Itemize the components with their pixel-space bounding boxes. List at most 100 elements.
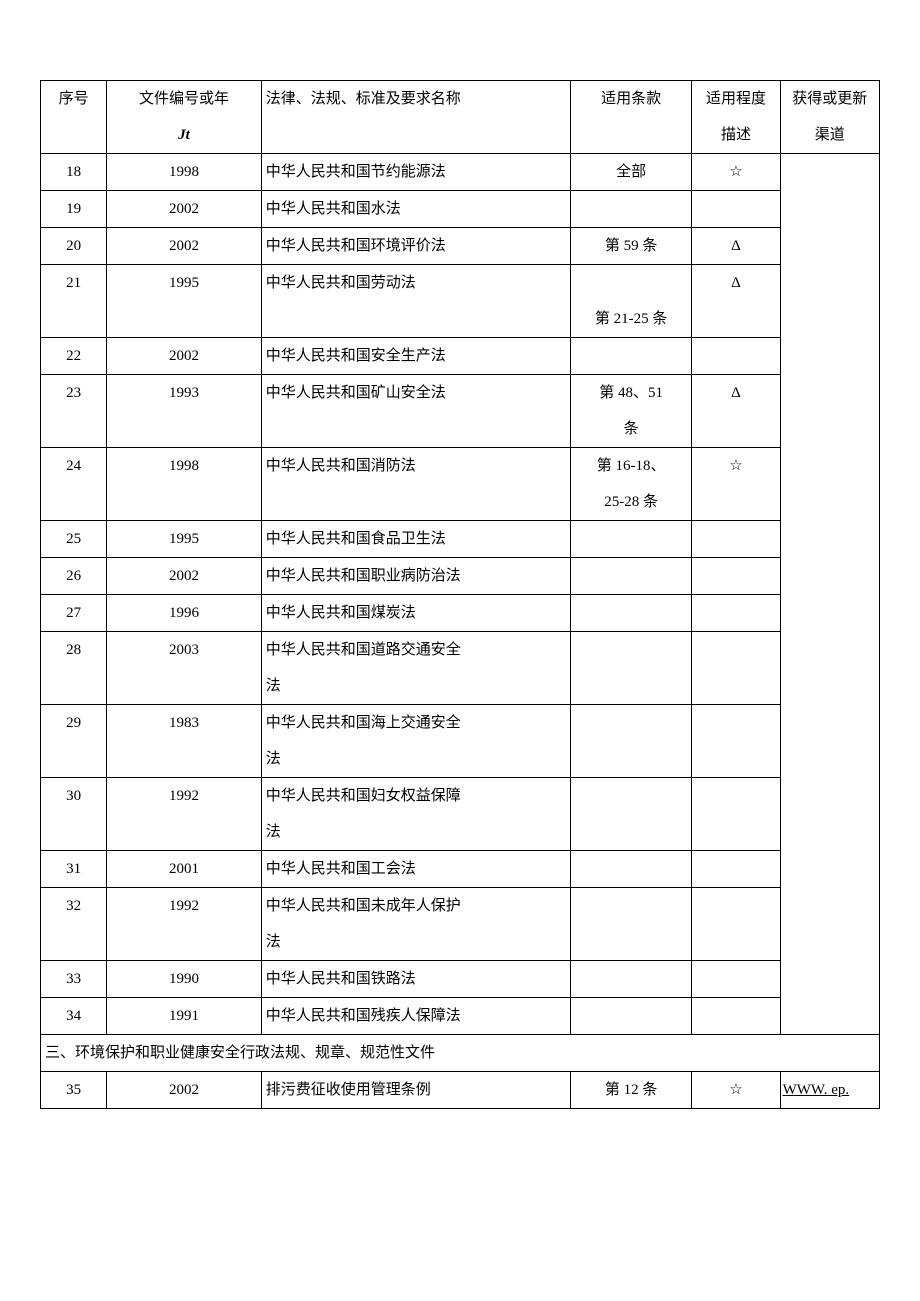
cell-year: 2001 [107,851,261,887]
cell-seq: 35 [41,1072,106,1108]
cell-year: 1996 [107,595,261,631]
cell-name: 中华人民共和国矿山安全法 [262,375,570,411]
cell-clause: 25-28 条 [571,484,691,520]
cell-year: 1990 [107,961,261,997]
table-row: 312001中华人民共和国工会法 [41,851,880,888]
table-row: 211995中华人民共和国劳动法 第 21-25 条Δ [41,265,880,338]
cell-year: 1983 [107,705,261,741]
cell-year: 1993 [107,375,261,411]
hdr-deg-1: 适用程度 [692,81,779,117]
hdr-deg-2: 描述 [692,117,779,153]
cell-degree: Δ [692,228,779,264]
laws-table: 序号 文件编号或年 Jt 法律、法规、标准及要求名称 适用条款 适用程度 描述 … [40,80,880,1109]
cell-seq: 33 [41,961,106,997]
cell-seq: 25 [41,521,106,557]
cell-seq: 27 [41,595,106,631]
cell-name: 中华人民共和国未成年人保护 [262,888,570,924]
cell-clause: 第 12 条 [571,1072,691,1108]
hdr-src-1: 获得或更新 [781,81,879,117]
cell-year: 2002 [107,1072,261,1108]
cell-name: 中华人民共和国妇女权益保障 [262,778,570,814]
hdr-year-2: Jt [107,117,261,153]
cell-name: 中华人民共和国道路交通安全 [262,632,570,668]
cell-clause: 第 48、51 [571,375,691,411]
cell-seq: 29 [41,705,106,741]
cell-name: 法 [262,924,570,960]
table-row: 222002中华人民共和国安全生产法 [41,338,880,375]
table-row: 192002中华人民共和国水法 [41,191,880,228]
cell-year: 1998 [107,154,261,190]
cell-clause: 第 59 条 [571,228,691,264]
cell-clause: 第 21-25 条 [571,301,691,337]
cell-name: 中华人民共和国节约能源法 [262,154,570,190]
cell-seq: 18 [41,154,106,190]
hdr-name: 法律、法规、标准及要求名称 [262,81,570,117]
cell-clause [571,265,691,301]
cell-degree: ☆ [692,154,779,190]
cell-year: 1992 [107,888,261,924]
table-row: 262002中华人民共和国职业病防治法 [41,558,880,595]
hdr-src-2: 渠道 [781,117,879,153]
cell-seq: 32 [41,888,106,924]
table-row: 341991中华人民共和国残疾人保障法 [41,998,880,1035]
cell-name: 中华人民共和国食品卫生法 [262,521,570,557]
header-row: 序号 文件编号或年 Jt 法律、法规、标准及要求名称 适用条款 适用程度 描述 … [41,81,880,154]
cell-seq: 22 [41,338,106,374]
cell-seq: 34 [41,998,106,1034]
cell-name: 中华人民共和国环境评价法 [262,228,570,264]
cell-year: 1991 [107,998,261,1034]
cell-year: 1995 [107,521,261,557]
table-row: 181998中华人民共和国节约能源法全部☆ [41,154,880,191]
table-row: 241998中华人民共和国消防法第 16-18、25-28 条☆ [41,448,880,521]
cell-name: 中华人民共和国劳动法 [262,265,570,301]
cell-year: 2002 [107,228,261,264]
cell-year: 1995 [107,265,261,301]
cell-name: 法 [262,814,570,850]
cell-degree: Δ [692,375,779,411]
cell-clause: 全部 [571,154,691,190]
cell-seq: 23 [41,375,106,411]
table-row: 291983中华人民共和国海上交通安全法 [41,705,880,778]
cell-degree: Δ [692,265,779,301]
cell-source [780,154,879,1035]
table-row: 282003中华人民共和国道路交通安全法 [41,632,880,705]
cell-year: 1998 [107,448,261,484]
hdr-seq: 序号 [41,81,106,117]
cell-year: 2003 [107,632,261,668]
table-row: 301992中华人民共和国妇女权益保障法 [41,778,880,851]
section-title: 三、环境保护和职业健康安全行政法规、规章、规范性文件 [41,1035,879,1071]
cell-name: 中华人民共和国铁路法 [262,961,570,997]
hdr-clause: 适用条款 [571,81,691,117]
cell-year: 2002 [107,338,261,374]
table-row: 251995中华人民共和国食品卫生法 [41,521,880,558]
table-row: 321992中华人民共和国未成年人保护法 [41,888,880,961]
cell-name: 中华人民共和国煤炭法 [262,595,570,631]
cell-year: 2002 [107,558,261,594]
cell-seq: 19 [41,191,106,227]
table-row: 331990中华人民共和国铁路法 [41,961,880,998]
cell-name: 法 [262,668,570,704]
cell-seq: 24 [41,448,106,484]
hdr-year-1: 文件编号或年 [107,81,261,117]
cell-seq: 20 [41,228,106,264]
cell-year: 2002 [107,191,261,227]
cell-seq: 28 [41,632,106,668]
table-row: 231993中华人民共和国矿山安全法第 48、51条Δ [41,375,880,448]
cell-name: 中华人民共和国海上交通安全 [262,705,570,741]
cell-seq: 26 [41,558,106,594]
cell-seq: 30 [41,778,106,814]
cell-seq: 31 [41,851,106,887]
table-row: 271996中华人民共和国煤炭法 [41,595,880,632]
cell-name: 中华人民共和国工会法 [262,851,570,887]
cell-seq: 21 [41,265,106,301]
source-link[interactable]: WWW. ep. [781,1072,879,1108]
cell-name: 中华人民共和国残疾人保障法 [262,998,570,1034]
table-row: 202002中华人民共和国环境评价法第 59 条Δ [41,228,880,265]
cell-clause: 条 [571,411,691,447]
section-row: 三、环境保护和职业健康安全行政法规、规章、规范性文件 [41,1035,880,1072]
cell-name: 中华人民共和国安全生产法 [262,338,570,374]
cell-year: 1992 [107,778,261,814]
cell-name: 中华人民共和国消防法 [262,448,570,484]
cell-name: 法 [262,741,570,777]
cell-clause: 第 16-18、 [571,448,691,484]
